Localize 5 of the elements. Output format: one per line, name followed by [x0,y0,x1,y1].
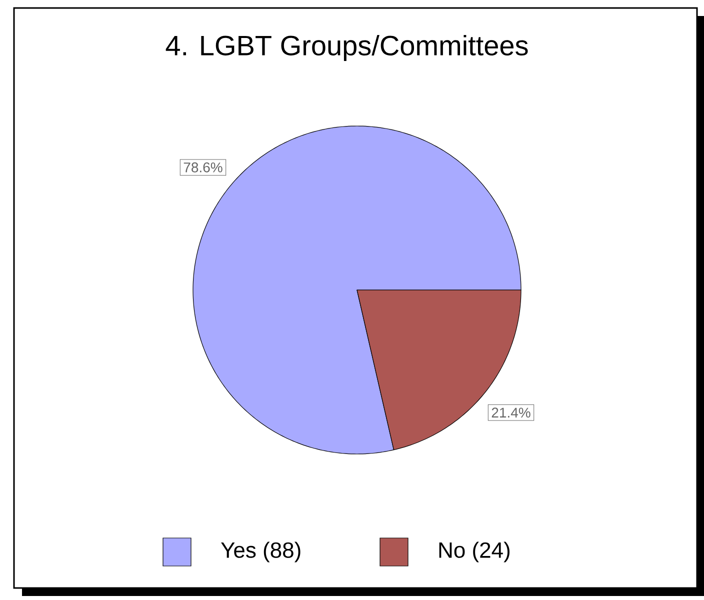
legend-label: Yes (88) [221,542,300,562]
data-label: 21.4% [492,408,530,418]
data-label: 78.6% [184,162,222,172]
chart-title: 4. LGBT Groups/Committees [166,34,528,62]
legend-label: No (24) [439,542,510,562]
